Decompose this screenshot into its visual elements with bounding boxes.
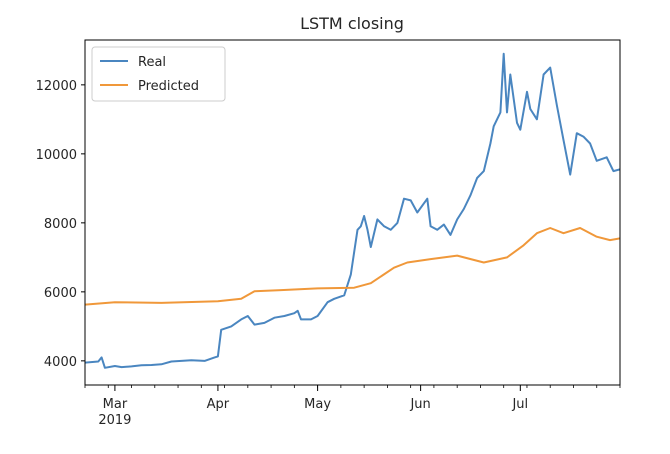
y-tick-label: 8000 bbox=[44, 217, 77, 232]
legend: Real Predicted bbox=[91, 46, 226, 102]
series-line-real bbox=[85, 52, 620, 369]
series-line-predicted bbox=[85, 227, 620, 306]
x-tick-label: Jul bbox=[511, 397, 528, 412]
y-tick-label: 12000 bbox=[36, 79, 77, 94]
y-tick-label: 10000 bbox=[36, 148, 77, 163]
legend-label-predicted: Predicted bbox=[138, 79, 199, 94]
legend-label-real: Real bbox=[138, 55, 166, 70]
x-tick-label: Apr bbox=[207, 397, 230, 412]
y-tick-label: 4000 bbox=[44, 355, 77, 370]
x-tick-label: Mar bbox=[103, 397, 128, 412]
x-tick-year-label: 2019 bbox=[98, 413, 131, 428]
y-tick-label: 6000 bbox=[44, 286, 77, 301]
axes-frame bbox=[84, 39, 621, 386]
x-tick-label: Jun bbox=[409, 397, 430, 412]
x-tick-label: May bbox=[304, 397, 331, 412]
chart-title: LSTM closing bbox=[300, 14, 404, 33]
